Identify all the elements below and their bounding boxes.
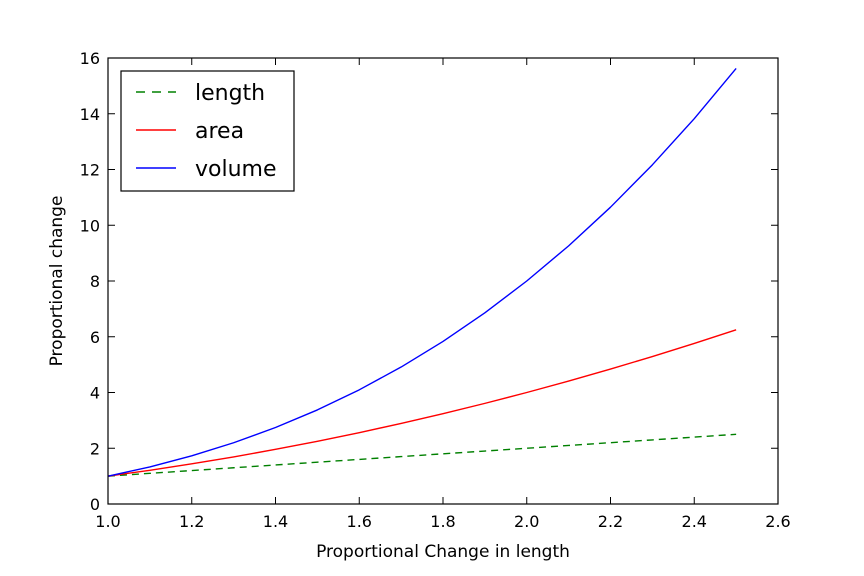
- legend-label-volume: volume: [195, 157, 277, 182]
- x-tick-label: 2.0: [514, 512, 539, 531]
- x-tick-label: 1.8: [430, 512, 455, 531]
- y-tick-label: 4: [90, 384, 100, 403]
- x-tick-label: 1.0: [95, 512, 120, 531]
- x-tick-label: 2.6: [765, 512, 790, 531]
- x-tick-label: 2.2: [598, 512, 623, 531]
- tick-layer: 1.0 1.2 1.4 1.6 1.8 2.0 2.2 2.4 2.6 0 2 4 6 8 10 12 14 16: [80, 49, 791, 531]
- x-axis-label: Proportional Change in length: [316, 542, 570, 562]
- legend-box: [120, 70, 295, 192]
- series-layer: [107, 68, 737, 477]
- y-tick-label: 0: [90, 495, 100, 514]
- x-tick-label: 1.4: [263, 512, 288, 531]
- series-line-length: [107, 433, 737, 477]
- y-tick-label: 10: [80, 216, 100, 235]
- series-line-area: [107, 329, 737, 477]
- y-tick-label: 16: [80, 49, 100, 68]
- series-line-volume: [107, 68, 737, 477]
- y-tick-label: 2: [90, 439, 100, 458]
- x-tick-label: 2.4: [682, 512, 707, 531]
- y-tick-label: 14: [80, 105, 100, 124]
- y-tick-label: 6: [90, 328, 100, 347]
- y-axis-label: Proportional change: [47, 196, 67, 367]
- legend-label-area: area: [195, 119, 244, 144]
- y-tick-label: 8: [90, 272, 100, 291]
- x-tick-label: 1.6: [347, 512, 372, 531]
- legend: length area volume: [120, 70, 295, 192]
- x-tick-label: 1.2: [179, 512, 204, 531]
- y-tick-label: 12: [80, 161, 100, 180]
- legend-label-length: length: [195, 81, 265, 106]
